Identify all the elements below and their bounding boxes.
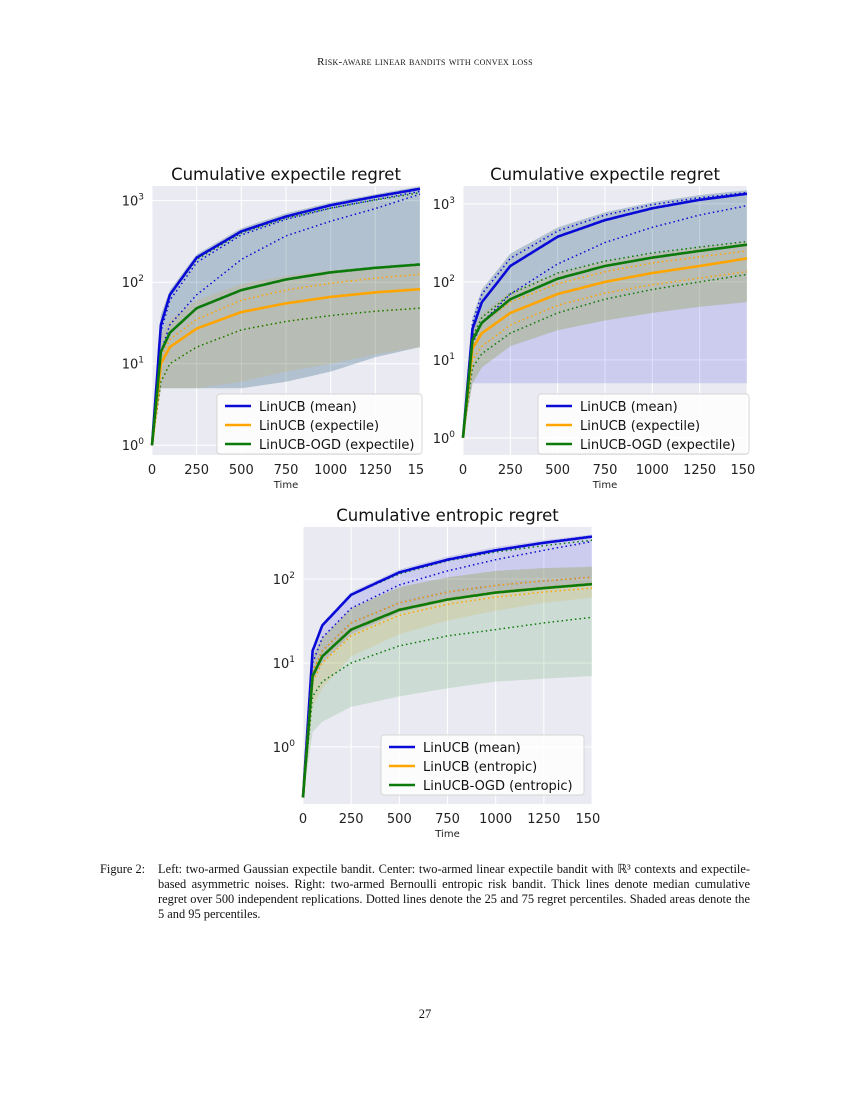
x-tick-label: 0 (299, 812, 307, 827)
band-1 (152, 263, 420, 446)
y-tick-label: 103 (433, 196, 455, 213)
y-tick-label: 100 (122, 437, 145, 454)
caption-label: Figure 2: (100, 862, 146, 876)
median-line-0 (150, 187, 421, 446)
x-axis-label: Time (592, 480, 617, 491)
band-2 (152, 186, 420, 446)
x-tick-label: 1500 (730, 463, 755, 478)
y-tick-exponent: 2 (138, 274, 144, 284)
chart-right: 0250500750100012501500100101102Cumulativ… (273, 506, 609, 840)
y-tick-label: 100 (433, 430, 456, 447)
median-line-2 (301, 582, 593, 798)
y-tick-exponent: 0 (289, 739, 295, 749)
chart-center: 0250500750100012501500100101102103Cumula… (433, 165, 764, 491)
band-0 (303, 534, 592, 798)
legend-label-2: LinUCB-OGD (expectile) (580, 438, 735, 453)
legend-label-1: LinUCB (expectile) (259, 419, 379, 434)
percentile-line-q25 (462, 273, 748, 438)
x-tick-label: 250 (184, 463, 209, 478)
legend-box (537, 393, 750, 455)
x-axis-label: Time (434, 829, 459, 838)
band-1 (463, 241, 747, 438)
legend-box (380, 734, 585, 796)
x-tick-label: 1250 (683, 463, 716, 478)
median-line-2 (150, 263, 421, 446)
figure-caption: Figure 2: Left: two-armed Gaussian expec… (100, 862, 750, 922)
percentile-line-q25 (302, 540, 593, 798)
x-tick-label: 750 (593, 463, 618, 478)
percentile-line-q25 (302, 587, 593, 798)
y-tick-label: 101 (122, 356, 144, 373)
y-tick-exponent: 2 (289, 571, 295, 581)
y-tick-exponent: 1 (289, 655, 295, 665)
x-axis-label: Time (273, 480, 298, 491)
y-tick-label: 101 (433, 352, 455, 369)
legend-label-0: LinUCB (mean) (580, 400, 678, 415)
x-tick-label: 750 (274, 463, 299, 478)
x-tick-label: 250 (498, 463, 523, 478)
y-tick-exponent: 2 (449, 274, 455, 284)
figure-left-expectile-gaussian: 025050075010001250150100101102103Cumulat… (95, 162, 433, 502)
y-tick-exponent: 1 (138, 356, 144, 366)
percentile-line-q25 (151, 190, 421, 446)
y-tick-exponent: 3 (138, 193, 144, 203)
percentile-line-q75 (462, 240, 748, 438)
x-tick-label: 1250 (527, 812, 560, 827)
y-tick-exponent: 1 (449, 352, 455, 362)
x-tick-label: 0 (459, 463, 467, 478)
percentile-line-q75 (462, 250, 748, 438)
y-tick-exponent: 0 (138, 437, 144, 447)
x-tick-label: 500 (387, 812, 412, 827)
x-tick-label: 1000 (314, 463, 347, 478)
x-tick-label: 1000 (636, 463, 669, 478)
percentile-line-q75 (151, 193, 421, 446)
percentile-line-q25 (462, 270, 748, 438)
percentile-line-q75 (302, 576, 593, 798)
y-tick-label: 102 (433, 274, 455, 291)
y-tick-exponent: 0 (449, 430, 455, 440)
y-tick-label: 100 (273, 739, 296, 756)
y-tick-label: 103 (122, 193, 144, 210)
legend-label-0: LinUCB (mean) (423, 741, 521, 756)
chart-title: Cumulative expectile regret (171, 165, 401, 184)
median-line-0 (461, 192, 748, 438)
band-1 (303, 566, 592, 798)
x-tick-label: 500 (229, 463, 254, 478)
y-tick-label: 102 (273, 571, 295, 588)
legend-label-1: LinUCB (expectile) (580, 419, 700, 434)
median-line-1 (150, 287, 421, 446)
legend-label-2: LinUCB-OGD (expectile) (259, 438, 414, 453)
figure-center-expectile-linear: 0250500750100012501500100101102103Cumula… (420, 162, 764, 502)
legend-label-1: LinUCB (entropic) (423, 760, 537, 775)
x-tick-label: 1500 (575, 812, 600, 827)
band-2 (303, 566, 592, 798)
y-tick-exponent: 3 (449, 196, 455, 206)
percentile-line-q75 (462, 204, 748, 438)
running-header: Risk-aware linear bandits with convex lo… (317, 56, 533, 68)
x-tick-label: 750 (435, 812, 460, 827)
x-tick-label: 1250 (359, 463, 392, 478)
legend-box (216, 393, 423, 455)
y-tick-label: 101 (273, 655, 295, 672)
caption-text: Left: two-armed Gaussian expectile bandi… (158, 862, 750, 921)
median-line-2 (461, 243, 748, 438)
chart-title: Cumulative expectile regret (490, 165, 720, 184)
figure-right-entropic: 0250500750100012501500100101102Cumulativ… (255, 503, 609, 843)
percentile-line-q25 (302, 616, 593, 798)
chart-title: Cumulative entropic regret (336, 506, 559, 525)
x-tick-label: 500 (545, 463, 570, 478)
y-tick-label: 102 (122, 274, 144, 291)
legend-label-2: LinUCB-OGD (entropic) (423, 779, 573, 794)
x-tick-label: 1000 (479, 812, 512, 827)
legend-label-0: LinUCB (mean) (259, 400, 357, 415)
median-line-1 (461, 257, 748, 438)
median-line-0 (301, 535, 593, 798)
percentile-line-q25 (462, 191, 748, 438)
x-tick-label: 0 (148, 463, 156, 478)
page-number: 27 (418, 1007, 432, 1021)
chart-left: 025050075010001250150100101102103Cumulat… (122, 165, 433, 491)
x-tick-label: 250 (339, 812, 364, 827)
band-0 (152, 186, 420, 446)
